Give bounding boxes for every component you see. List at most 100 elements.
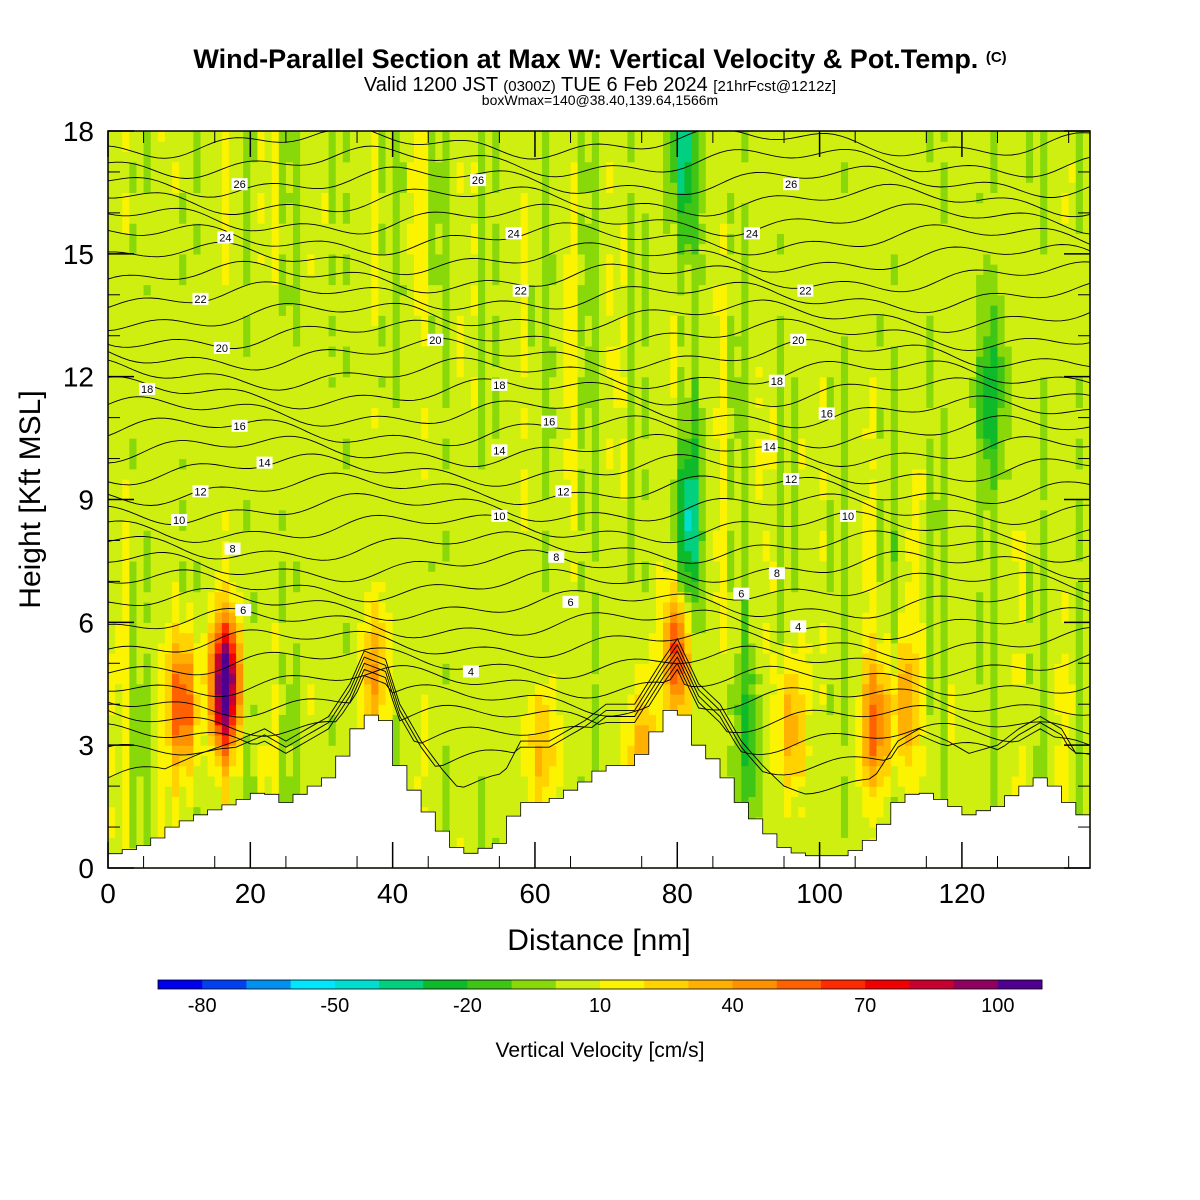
field-cell: [271, 571, 280, 582]
field-cell: [435, 683, 444, 695]
field-cell: [300, 448, 308, 460]
field-cell: [129, 612, 138, 623]
field-cell: [378, 407, 387, 419]
field-cell: [449, 806, 458, 818]
field-cell: [164, 202, 173, 214]
field-cell: [129, 448, 138, 460]
field-cell: [193, 366, 202, 378]
field-cell: [328, 356, 337, 368]
field-cell: [250, 519, 259, 531]
field-cell: [485, 366, 493, 378]
field-cell: [591, 417, 600, 429]
field-cell: [421, 376, 429, 388]
field-cell: [157, 151, 166, 163]
field-cell: [285, 499, 294, 511]
field-cell: [129, 540, 138, 552]
field-cell: [271, 509, 280, 521]
field-cell: [513, 560, 522, 572]
field-cell: [228, 560, 237, 572]
field-cell: [264, 581, 273, 593]
field-cell: [549, 612, 557, 623]
field-cell: [435, 274, 444, 286]
field-cell: [342, 397, 351, 408]
field-cell: [179, 438, 187, 449]
field-cell: [406, 642, 415, 654]
field-cell: [470, 724, 479, 736]
field-cell: [513, 775, 522, 787]
field-cell: [200, 192, 209, 204]
field-cell: [164, 151, 173, 163]
field-cell: [506, 632, 515, 644]
field-cell: [321, 417, 330, 429]
field-cell: [442, 417, 451, 429]
field-cell: [449, 151, 458, 163]
field-cell: [342, 591, 351, 603]
field-cell: [200, 663, 209, 675]
field-cell: [186, 673, 194, 685]
field-cell: [293, 315, 301, 327]
field-cell: [456, 335, 465, 347]
field-cell: [150, 591, 159, 603]
field-cell: [470, 704, 479, 716]
field-cell: [207, 171, 216, 183]
field-cell: [378, 397, 387, 408]
field-cell: [534, 305, 543, 316]
field-cell: [527, 417, 536, 429]
field-cell: [108, 294, 116, 306]
field-cell: [108, 571, 116, 582]
field-cell: [435, 305, 444, 316]
field-cell: [321, 519, 330, 531]
field-cell: [136, 438, 145, 449]
field-cell: [221, 571, 230, 582]
field-cell: [193, 591, 202, 603]
field-cell: [413, 519, 422, 531]
field-cell: [236, 161, 244, 173]
field-cell: [556, 356, 565, 368]
field-cell: [549, 284, 557, 296]
field-cell: [520, 540, 529, 552]
field-cell: [556, 755, 565, 767]
field-cell: [492, 366, 500, 378]
field-cell: [364, 519, 372, 531]
field-cell: [300, 264, 308, 275]
field-cell: [335, 448, 344, 460]
field-cell: [108, 468, 116, 480]
field-cell: [371, 284, 380, 296]
field-cell: [328, 560, 337, 572]
field-cell: [506, 284, 515, 296]
field-cell: [492, 386, 500, 398]
field-cell: [570, 622, 579, 634]
field-cell: [172, 806, 180, 818]
field-cell: [257, 417, 266, 429]
field-cell: [150, 663, 159, 675]
field-cell: [115, 622, 123, 634]
field-cell: [172, 775, 180, 787]
field-cell: [129, 305, 138, 316]
field-cell: [314, 223, 323, 234]
field-cell: [556, 376, 565, 388]
field-cell: [314, 171, 323, 183]
field-cell: [250, 786, 259, 797]
field-cell: [385, 499, 394, 511]
field-cell: [371, 427, 380, 439]
field-cell: [214, 775, 223, 787]
field-cell: [207, 663, 216, 675]
field-cell: [399, 458, 408, 470]
field-cell: [534, 530, 543, 542]
field-cell: [563, 683, 572, 695]
field-cell: [449, 530, 458, 542]
field-cell: [179, 601, 187, 613]
field-cell: [200, 530, 209, 542]
field-cell: [328, 468, 337, 480]
field-cell: [599, 693, 607, 705]
field-cell: [470, 714, 479, 726]
field-cell: [264, 335, 273, 347]
field-cell: [542, 305, 550, 316]
field-cell: [534, 417, 543, 429]
field-cell: [421, 755, 429, 767]
field-cell: [534, 345, 543, 357]
field-cell: [556, 233, 565, 245]
field-cell: [228, 745, 237, 757]
field-cell: [285, 141, 294, 153]
field-cell: [349, 131, 358, 142]
